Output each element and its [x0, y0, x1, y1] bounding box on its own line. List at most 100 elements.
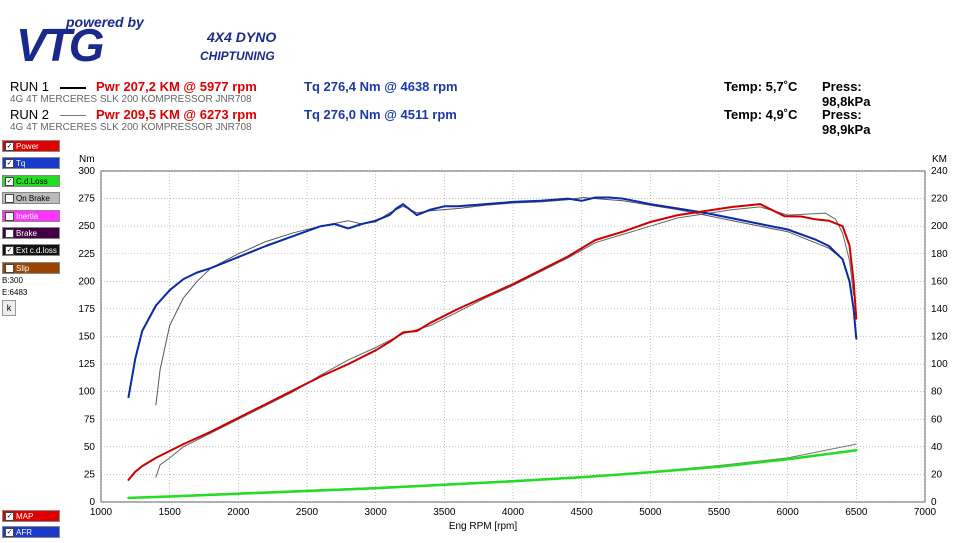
- x-tick-label: 3500: [433, 507, 456, 518]
- y-left-tick-label: 250: [78, 221, 95, 232]
- y-left-tick-label: 200: [78, 276, 95, 287]
- legend-label: Slip: [16, 263, 30, 273]
- run-vehicle: 4G 4T MERCERES SLK 200 KOMPRESSOR JNR708: [10, 94, 252, 105]
- x-tick-label: 6000: [777, 507, 800, 518]
- vtg-logo: powered by VTG 4X4 DYNO CHIPTUNING: [8, 4, 298, 71]
- legend-tq[interactable]: ✓ Tq: [2, 157, 60, 170]
- side-note-b: B:300: [2, 276, 23, 285]
- series-tq-run2: [155, 197, 855, 406]
- legend-c-d-loss[interactable]: ✓ C.d.Loss: [2, 174, 60, 187]
- legend-on-brake[interactable]: On Brake: [2, 192, 60, 205]
- x-tick-label: 2500: [296, 507, 319, 518]
- checkbox-icon[interactable]: [5, 211, 14, 221]
- legend-label: Tq: [16, 159, 26, 169]
- y-right-tick-label: 240: [931, 166, 948, 177]
- y-left-tick-label: 0: [89, 497, 95, 508]
- y-left-tick-label: 175: [78, 304, 95, 315]
- legend-label: Brake: [16, 229, 37, 238]
- logo-line2: CHIPTUNING: [200, 49, 275, 63]
- legend-label: C.d.Loss: [16, 176, 48, 186]
- run-temp: Temp: 4,9˚C: [724, 107, 798, 122]
- run-power: Pwr 209,5 KM @ 6273 rpm: [96, 107, 257, 122]
- x-tick-label: 3000: [365, 507, 388, 518]
- run-torque: Tq 276,0 Nm @ 4511 rpm: [304, 107, 457, 122]
- x-tick-label: 1000: [90, 507, 113, 518]
- run-2-summary: RUN 2 Pwr 209,5 KM @ 6273 rpm Tq 276,0 N…: [10, 107, 910, 137]
- run-temp: Temp: 5,7˚C: [724, 79, 798, 94]
- run-name: RUN 2: [10, 107, 50, 122]
- y-right-tick-label: 0: [931, 497, 937, 508]
- checkbox-icon[interactable]: ✓: [5, 176, 14, 186]
- series-power-run2: [155, 206, 855, 478]
- legend-label: Ext c.d.loss: [16, 246, 57, 256]
- series-tq-run1: [127, 196, 858, 399]
- logo-line1: 4X4 DYNO: [207, 29, 277, 45]
- checkbox-icon[interactable]: ✓: [5, 512, 14, 521]
- series-power-run1: [127, 203, 858, 481]
- legend-ext-c-d-loss[interactable]: ✓ Ext c.d.loss: [2, 244, 60, 257]
- y-right-axis-label: KM: [932, 154, 947, 165]
- run-1-summary: RUN 1 Pwr 207,2 KM @ 5977 rpm Tq 276,4 N…: [10, 79, 910, 109]
- legend-afr[interactable]: ✓ AFR: [2, 526, 60, 538]
- y-left-tick-label: 150: [78, 332, 95, 343]
- y-left-tick-label: 300: [78, 166, 95, 177]
- checkbox-icon[interactable]: [5, 229, 14, 238]
- y-left-tick-label: 75: [84, 414, 96, 425]
- k-button[interactable]: k: [2, 300, 16, 316]
- y-right-tick-label: 100: [931, 359, 948, 370]
- legend-label: Inertia: [16, 211, 39, 221]
- checkbox-icon[interactable]: [5, 194, 14, 204]
- side-note-e: E:6483: [2, 288, 28, 297]
- checkbox-icon[interactable]: ✓: [5, 142, 14, 151]
- x-tick-label: 4500: [571, 507, 594, 518]
- run-power: Pwr 207,2 KM @ 5977 rpm: [96, 79, 257, 94]
- y-left-tick-label: 125: [78, 359, 95, 370]
- legend-slip[interactable]: Slip: [2, 261, 60, 274]
- run-line-sample: [60, 87, 86, 89]
- legend-inertia[interactable]: Inertia: [2, 209, 60, 222]
- y-left-tick-label: 100: [78, 387, 95, 398]
- x-tick-label: 4000: [502, 507, 525, 518]
- run-torque: Tq 276,4 Nm @ 4638 rpm: [304, 79, 458, 94]
- x-tick-label: 6500: [845, 507, 868, 518]
- x-tick-label: 2000: [227, 507, 250, 518]
- legend-brake[interactable]: Brake: [2, 227, 60, 239]
- y-right-tick-label: 60: [931, 414, 943, 425]
- checkbox-icon[interactable]: [5, 263, 14, 273]
- y-left-tick-label: 275: [78, 194, 95, 205]
- checkbox-icon[interactable]: ✓: [5, 528, 14, 537]
- legend-label: On Brake: [16, 194, 50, 204]
- y-right-tick-label: 160: [931, 276, 948, 287]
- logo-brand: VTG: [16, 19, 105, 71]
- y-right-tick-label: 140: [931, 304, 948, 315]
- run-vehicle: 4G 4T MERCERES SLK 200 KOMPRESSOR JNR708: [10, 122, 252, 133]
- y-left-axis-label: Nm: [79, 154, 95, 165]
- run-name: RUN 1: [10, 79, 50, 94]
- legend-label: MAP: [16, 512, 34, 521]
- y-left-tick-label: 50: [84, 442, 96, 453]
- x-tick-label: 7000: [914, 507, 937, 518]
- y-right-tick-label: 180: [931, 249, 948, 260]
- legend-label: Power: [16, 142, 39, 151]
- x-tick-label: 5500: [708, 507, 731, 518]
- y-right-tick-label: 120: [931, 332, 948, 343]
- x-tick-label: 1500: [159, 507, 182, 518]
- y-right-tick-label: 80: [931, 387, 943, 398]
- legend-map[interactable]: ✓ MAP: [2, 510, 60, 522]
- series-c-d-loss-run1: [127, 449, 858, 500]
- x-axis-label: Eng RPM [rpm]: [449, 521, 518, 532]
- logo-tagline: powered by: [66, 14, 144, 30]
- y-left-tick-label: 25: [84, 469, 96, 480]
- run-press: Press: 98,8kPa: [822, 79, 871, 109]
- checkbox-icon[interactable]: ✓: [5, 246, 14, 256]
- run-press: Press: 98,9kPa: [822, 107, 871, 137]
- y-right-tick-label: 220: [931, 194, 948, 205]
- y-left-tick-label: 225: [78, 249, 95, 260]
- run-line-sample: [60, 115, 86, 116]
- y-right-tick-label: 20: [931, 469, 943, 480]
- y-right-tick-label: 200: [931, 221, 948, 232]
- checkbox-icon[interactable]: ✓: [5, 159, 14, 169]
- x-tick-label: 5000: [639, 507, 662, 518]
- legend-power[interactable]: ✓ Power: [2, 140, 60, 152]
